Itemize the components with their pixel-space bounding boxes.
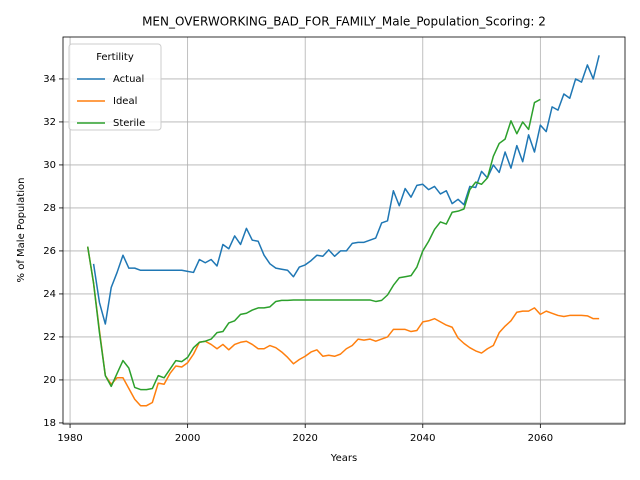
legend-label: Sterile bbox=[113, 118, 145, 129]
y-tick-label: 24 bbox=[43, 289, 56, 300]
y-axis-label: % of Male Population bbox=[16, 178, 27, 283]
y-tick-label: 34 bbox=[43, 74, 56, 85]
line-series bbox=[86, 98, 541, 391]
legend-box bbox=[68, 43, 162, 131]
y-tick-label: 32 bbox=[43, 117, 56, 128]
x-tick-label: 2060 bbox=[528, 433, 553, 444]
y-tick-label: 30 bbox=[43, 160, 56, 171]
y-tick-label: 26 bbox=[43, 246, 56, 257]
x-tick-label: 2020 bbox=[292, 433, 317, 444]
y-tick-label: 18 bbox=[43, 418, 56, 429]
x-tick-label: 2040 bbox=[410, 433, 435, 444]
line-series bbox=[86, 246, 600, 407]
y-tick-label: 20 bbox=[43, 375, 56, 386]
y-tick-label: 28 bbox=[43, 203, 56, 214]
plot-frame bbox=[62, 36, 626, 425]
x-tick-label: 1980 bbox=[57, 433, 82, 444]
legend-label: Actual bbox=[113, 74, 144, 85]
y-tick-label: 22 bbox=[43, 332, 56, 343]
x-axis-label: Years bbox=[330, 453, 357, 464]
legend-label: Ideal bbox=[113, 96, 137, 107]
chart-title: MEN_OVERWORKING_BAD_FOR_FAMILY_Male_Popu… bbox=[142, 15, 546, 29]
legend-title: Fertility bbox=[96, 52, 134, 63]
legend: Fertility Actual Ideal Sterile bbox=[68, 43, 162, 131]
line-series bbox=[92, 55, 600, 325]
x-tick-label: 2000 bbox=[175, 433, 200, 444]
